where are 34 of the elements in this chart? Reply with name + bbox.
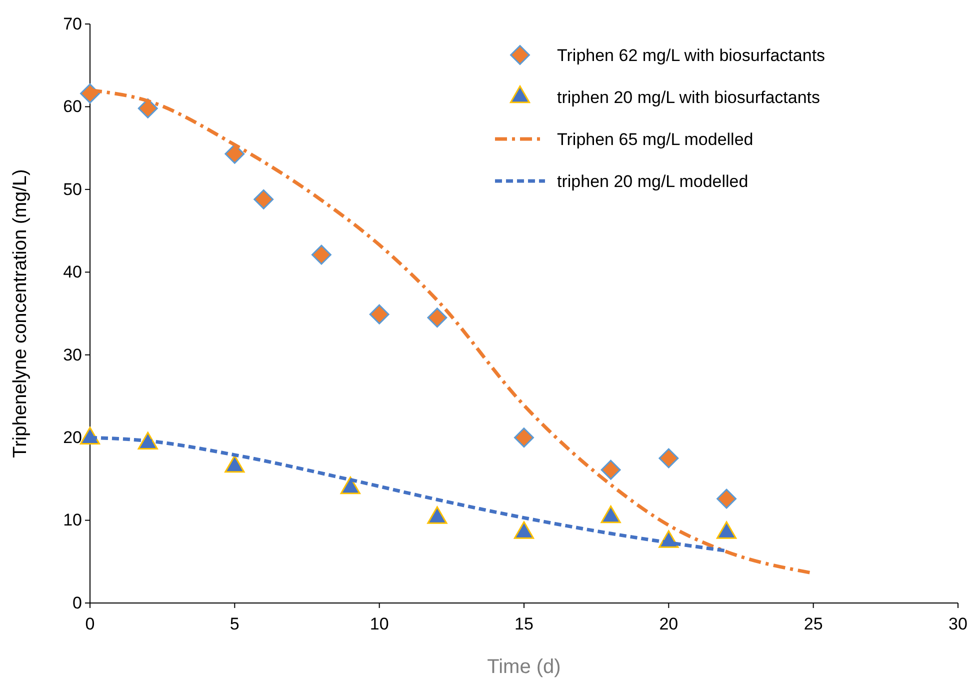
point xyxy=(340,476,360,494)
y-tick-label: 20 xyxy=(63,428,82,448)
point xyxy=(254,189,274,210)
y-tick-label: 30 xyxy=(63,345,82,364)
y-axis-title: Triphenelyne concentration (mg/L) xyxy=(10,169,31,458)
point xyxy=(716,521,737,539)
x-tick-label: 25 xyxy=(804,614,823,634)
point xyxy=(80,426,100,445)
legend-label: triphen 20 mg/L modelled xyxy=(557,172,748,191)
point xyxy=(224,144,245,164)
x-tick-label: 0 xyxy=(85,614,95,634)
x-tick-label: 20 xyxy=(659,614,678,634)
legend-label: Triphen 62 mg/L with biosurfactants xyxy=(557,46,826,65)
y-tick-label: 10 xyxy=(63,510,82,530)
x-axis-title: Time (d) xyxy=(487,656,561,678)
x-tick-label: 30 xyxy=(948,614,968,634)
point xyxy=(369,304,390,324)
legend-label: triphen 20 mg/L with biosurfactants xyxy=(557,88,820,107)
point xyxy=(138,98,158,118)
point xyxy=(600,505,621,524)
y-tick-label: 0 xyxy=(72,593,82,612)
y-tick-label: 50 xyxy=(63,180,82,199)
point xyxy=(514,521,534,539)
y-tick-label: 70 xyxy=(63,14,82,34)
x-tick-label: 10 xyxy=(370,614,389,634)
y-tick-label: 40 xyxy=(63,262,82,282)
legend-label: Triphen 65 mg/L modelled xyxy=(557,130,754,149)
point xyxy=(427,506,448,524)
point xyxy=(311,244,332,265)
x-tick-label: 15 xyxy=(514,614,534,634)
x-tick-label: 5 xyxy=(230,614,240,634)
point xyxy=(427,308,448,328)
y-tick-label: 60 xyxy=(63,97,82,116)
point xyxy=(224,455,245,473)
